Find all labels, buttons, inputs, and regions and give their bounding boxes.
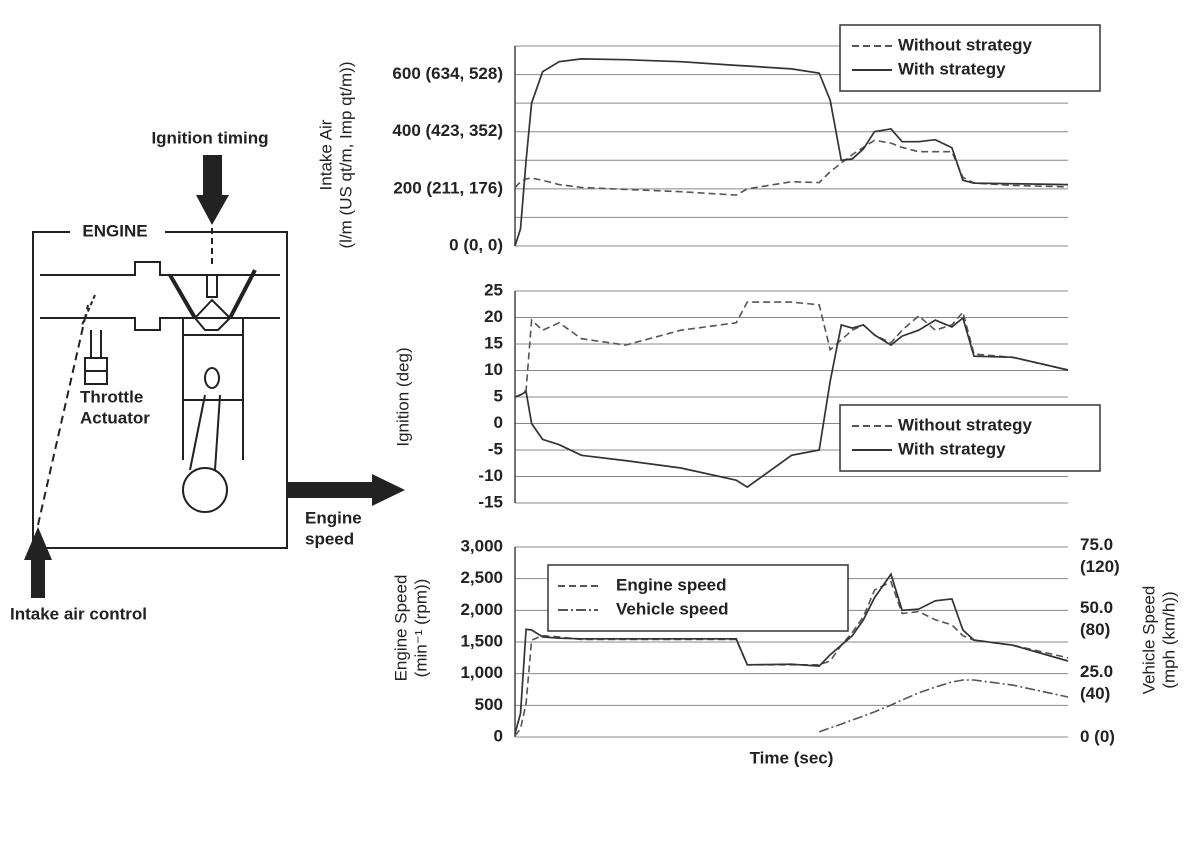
y2-tick-label-box: 0 (0) <box>1080 727 1115 746</box>
diagram-label: Throttle <box>80 387 143 406</box>
y-tick-label: 15 <box>484 333 503 352</box>
engine-diagram <box>32 228 288 549</box>
y2-tick-label: 0 (0) <box>1080 727 1115 746</box>
legend-box <box>839 24 1101 92</box>
y-tick-label: 3,000 <box>460 536 503 555</box>
y-axis-label: (min⁻¹ (rpm)) <box>411 579 430 678</box>
y2-tick-label: 25.0 (40) <box>1080 661 1114 703</box>
y-tick-label: -15 <box>478 492 503 511</box>
series-line <box>514 572 1069 734</box>
legend: Without strategy With strategy <box>839 24 1101 92</box>
series-line <box>514 139 1069 196</box>
y2-axis-label: Vehicle Speed <box>1139 586 1158 695</box>
y-tick-label: 5 <box>494 386 503 405</box>
y-tick-label: 20 <box>484 307 503 326</box>
y-tick-label: 2,000 <box>460 600 503 619</box>
ignition-arrow <box>196 155 229 225</box>
y-axis-label: Ignition (deg) <box>393 347 412 446</box>
legend-label: With strategy <box>898 59 1006 78</box>
intake-link <box>37 304 89 526</box>
y-tick-label: 600 (634, 528) <box>392 64 503 83</box>
y-tick-label: 2,500 <box>460 568 503 587</box>
x-axis-label: Time (sec) <box>750 748 834 767</box>
y-axis-label: (l/m (US qt/m, Imp qt/m)) <box>336 62 355 249</box>
arrows <box>24 155 405 598</box>
y-tick-label: 0 (0, 0) <box>449 235 503 254</box>
diagram-label: ENGINE <box>82 221 147 240</box>
legend-label: Engine speed <box>616 575 727 594</box>
legend-label: Without strategy <box>898 35 1033 54</box>
diagram-label: speed <box>305 529 354 548</box>
legend-box <box>839 404 1101 472</box>
throttle-valve <box>81 294 96 326</box>
y-tick-label: 0 <box>494 413 503 432</box>
legend-label: With strategy <box>898 439 1006 458</box>
y2-tick-label: 50.0 (80) <box>1080 598 1114 640</box>
y-axis-label: Engine Speed <box>391 575 410 682</box>
y-tick-label: -5 <box>488 439 503 458</box>
diagram-label: Ignition timing <box>151 128 268 147</box>
crank <box>182 467 228 513</box>
diagram-label: Actuator <box>80 408 150 427</box>
legend: Engine speed Vehicle speed <box>547 564 849 632</box>
series-line <box>514 580 1069 737</box>
y-tick-label: 400 (423, 352) <box>392 121 503 140</box>
y-tick-label: -10 <box>478 466 503 485</box>
valves <box>168 269 257 320</box>
y2-tick-label: 75.0 (120) <box>1080 535 1120 576</box>
y-tick-label: 0 <box>494 726 503 745</box>
diagram-label: Engine <box>305 508 362 527</box>
y2-tick-label-box: 50.0 (80) <box>1080 598 1114 640</box>
series-line <box>514 58 1069 247</box>
spark-plug <box>206 274 218 298</box>
y2-tick-label-box: 75.0 (120) <box>1080 535 1120 576</box>
series-line <box>514 316 1069 489</box>
combustion-chamber <box>193 298 232 331</box>
legend-label: Without strategy <box>898 415 1033 434</box>
legend-label: Vehicle speed <box>616 599 728 618</box>
y-tick-label: 1,000 <box>460 663 503 682</box>
engine-box <box>32 231 288 549</box>
y-axis-label: Intake Air <box>316 119 335 190</box>
y2-axis-label: (mph (km/h)) <box>1159 591 1178 688</box>
piston-pin <box>204 367 220 389</box>
series-line <box>514 301 1069 398</box>
series-line <box>818 679 1069 733</box>
legend: Without strategy With strategy <box>839 404 1101 472</box>
y-tick-label: 25 <box>484 280 503 299</box>
y2-tick-label-box: 25.0 (40) <box>1080 661 1114 703</box>
y-tick-label: 500 <box>475 695 503 714</box>
con-rod <box>189 394 221 471</box>
intake-arrow <box>24 527 52 598</box>
legend-box <box>547 564 849 632</box>
throttle-actuator-body <box>85 330 107 372</box>
engine-speed-arrow <box>288 474 405 506</box>
diagram-label: Intake air control <box>10 604 147 623</box>
y-tick-label: 1,500 <box>460 631 503 650</box>
y-tick-label: 200 (211, 176) <box>393 178 503 197</box>
y-tick-label: 10 <box>484 360 503 379</box>
manifold <box>40 261 280 331</box>
